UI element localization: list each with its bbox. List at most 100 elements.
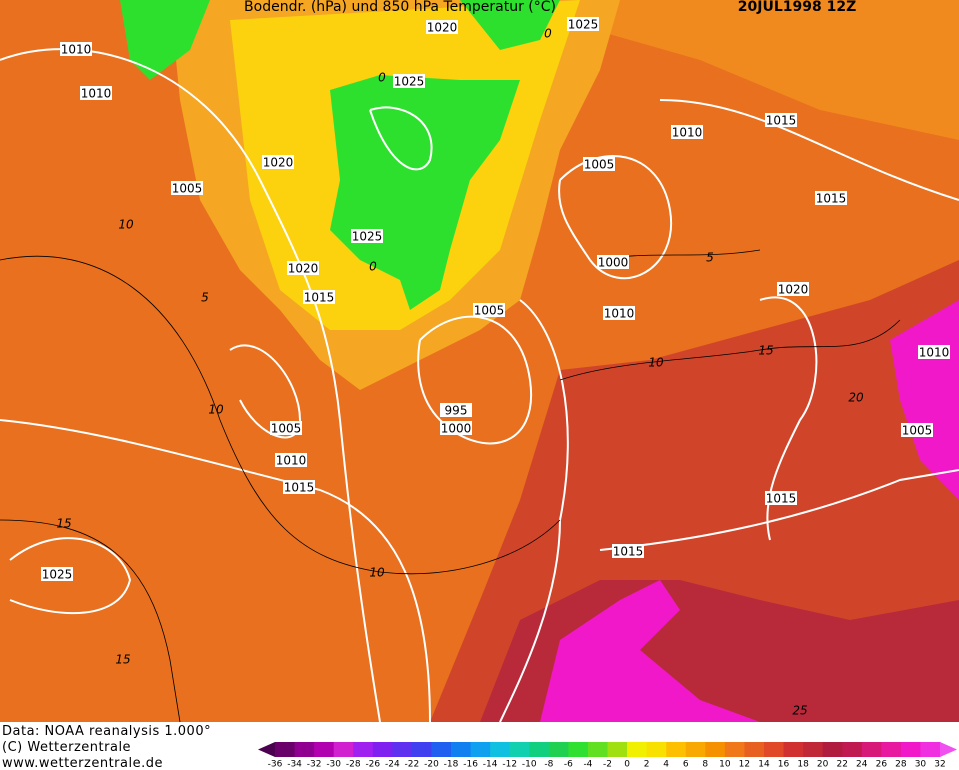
isobar-label-box — [583, 157, 615, 171]
isotherm-label: 0 — [378, 71, 386, 85]
scale-label: -20 — [424, 760, 439, 770]
isotherm-label: 10 — [648, 356, 664, 370]
isobar-label: 1000 — [441, 422, 472, 436]
scale-label: 4 — [663, 760, 669, 770]
scale-label: -6 — [564, 760, 573, 770]
scale-arrow-right — [940, 742, 957, 757]
isotherm-label: 20 — [848, 391, 864, 405]
isobar-label-box — [393, 74, 425, 88]
footer-line: Data: NOAA reanalysis 1.000° — [2, 724, 212, 739]
region-warm — [0, 0, 959, 140]
footer-line: (C) Wetterzentrale — [2, 740, 132, 755]
scale-label: 18 — [797, 760, 809, 770]
isobar-label: 995 — [445, 404, 468, 418]
map-date: 20JUL1998 12Z — [738, 0, 856, 15]
scale-box — [666, 742, 687, 757]
scale-label: -22 — [405, 760, 420, 770]
scale-box — [294, 742, 315, 757]
isobar-label: 1005 — [902, 424, 933, 438]
isobar-label-box — [603, 306, 635, 320]
scale-box — [881, 742, 902, 757]
isobar-label-box — [777, 282, 809, 296]
isotherm-label: 25 — [792, 704, 807, 718]
isobar-label: 1025 — [394, 75, 425, 89]
scale-box — [920, 742, 941, 757]
scale-label: 0 — [624, 760, 630, 770]
scale-label: 10 — [719, 760, 731, 770]
scale-box — [705, 742, 726, 757]
isotherm-label: 15 — [56, 517, 71, 531]
scale-box — [803, 742, 824, 757]
scale-box — [744, 742, 765, 757]
scale-label: -26 — [365, 760, 380, 770]
scale-box — [353, 742, 374, 757]
scale-label: -14 — [483, 760, 498, 770]
scale-box — [470, 742, 491, 757]
scale-label: 16 — [778, 760, 790, 770]
greenland-green — [330, 75, 520, 310]
isobar-label: 1020 — [288, 262, 319, 276]
isobar-label: 1015 — [816, 192, 847, 206]
scale-arrow-left — [258, 742, 275, 757]
scale-box — [783, 742, 804, 757]
isobar-label-box — [303, 290, 335, 304]
scale-box — [607, 742, 628, 757]
scale-box — [548, 742, 569, 757]
isobar-label-box — [283, 480, 315, 494]
scale-label: 8 — [702, 760, 708, 770]
scale-label: -12 — [502, 760, 517, 770]
isobar-label-box — [765, 113, 797, 127]
isobar-label-box — [901, 423, 933, 437]
scale-label: 26 — [876, 760, 888, 770]
scale-box — [568, 742, 589, 757]
scale-label: -30 — [326, 760, 341, 770]
scale-label: 2 — [644, 760, 650, 770]
isobar-label: 1010 — [919, 346, 950, 360]
scale-box — [392, 742, 413, 757]
scale-label: 20 — [817, 760, 829, 770]
isotherm-label: 10 — [369, 566, 385, 580]
scale-box — [861, 742, 882, 757]
isobar-label-box — [765, 491, 797, 505]
scale-box — [842, 742, 863, 757]
isobar-label-box — [351, 229, 383, 243]
scale-label: 32 — [934, 760, 945, 770]
isobar-label: 1000 — [598, 256, 629, 270]
isobar-label: 1005 — [474, 304, 505, 318]
scale-box — [529, 742, 550, 757]
scale-label: 28 — [895, 760, 907, 770]
footer-line: www.wetterzentrale.de — [2, 756, 163, 770]
scale-box — [724, 742, 745, 757]
scale-box — [900, 742, 921, 757]
scale-label: -24 — [385, 760, 400, 770]
isobar-label-box — [671, 125, 703, 139]
isobar-label: 1005 — [271, 422, 302, 436]
isobar-label: 1025 — [42, 568, 73, 582]
isobar-label-box — [270, 421, 302, 435]
scale-label: -36 — [268, 760, 283, 770]
scale-box — [275, 742, 296, 757]
scale-box — [372, 742, 393, 757]
isobar-label: 1025 — [352, 230, 383, 244]
isobar-label: 1020 — [427, 21, 458, 35]
isobar-label-box — [171, 181, 203, 195]
scale-label: -28 — [346, 760, 361, 770]
isobar-label-box — [597, 255, 629, 269]
isotherm-label: 15 — [758, 344, 773, 358]
scale-label: -2 — [603, 760, 612, 770]
isobar-label-box — [440, 403, 472, 417]
scale-label: 6 — [683, 760, 689, 770]
isobar-label: 1020 — [778, 283, 809, 297]
isobar-label: 1010 — [604, 307, 635, 321]
scale-label: -34 — [287, 760, 302, 770]
isobar-label-box — [612, 544, 644, 558]
isobars — [0, 48, 959, 723]
scale-label: 30 — [915, 760, 927, 770]
isotherm-label: 15 — [115, 653, 130, 667]
isotherm-label: 5 — [706, 251, 714, 265]
scale-box — [314, 742, 335, 757]
scale-box — [763, 742, 785, 757]
scale-label: -32 — [307, 760, 322, 770]
isobar-label-box — [60, 42, 92, 56]
